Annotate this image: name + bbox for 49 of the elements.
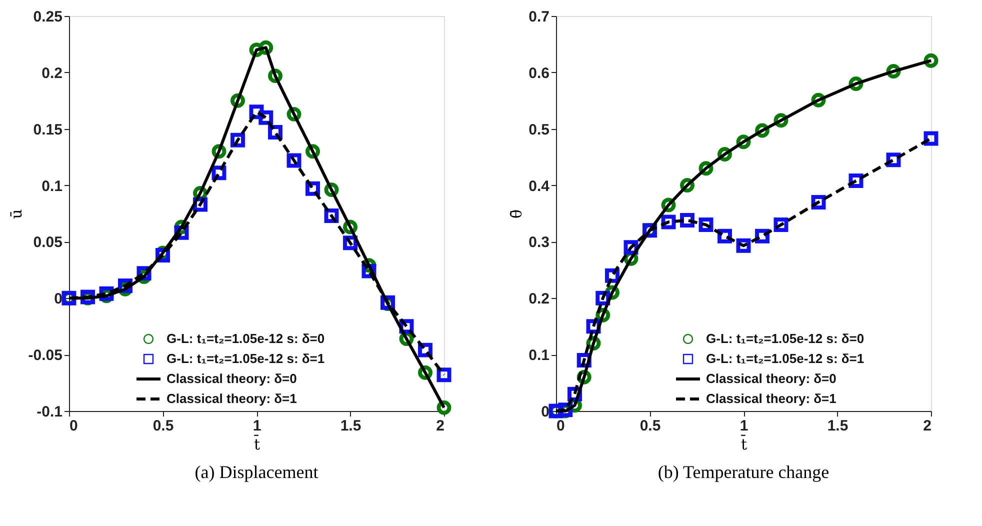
legend-label: Classical theory: δ=1 <box>166 391 297 406</box>
x-tick-label: 0 <box>70 418 78 434</box>
x-axis-title: t̄ <box>254 434 260 454</box>
point <box>436 400 452 415</box>
point <box>736 238 751 253</box>
x-tick-label: 1 <box>252 418 262 434</box>
point <box>774 218 788 232</box>
x-axis-title: t̄ <box>740 434 748 454</box>
x-tick-label: 1 <box>740 418 748 434</box>
y-tick-label: 0.1 <box>528 347 550 364</box>
legend-label: Classical theory: δ=0 <box>166 371 297 386</box>
y-tick-label: 0.1 <box>42 178 62 195</box>
y-tick-label: -0.05 <box>28 347 62 364</box>
point <box>230 132 245 148</box>
y-tick-label: -0.1 <box>36 404 62 420</box>
y-tick-label: 0.25 <box>33 8 62 26</box>
legend-label: Classical theory: δ=1 <box>706 391 836 406</box>
y-tick-label: 0.05 <box>33 234 62 252</box>
x-tick-label: 2 <box>436 418 444 434</box>
point <box>924 131 938 146</box>
point <box>924 53 938 68</box>
y-tick-label: 0.7 <box>528 8 550 26</box>
point <box>661 214 676 230</box>
legend-label: G-L: t₁=t₂=1.05e-12 s: δ=1 <box>166 351 325 366</box>
legend-label: Classical theory: δ=0 <box>706 371 836 386</box>
point <box>698 218 714 232</box>
y-tick-label: 0 <box>541 404 550 420</box>
x-tick-label: 0.5 <box>152 418 174 434</box>
y-tick-label: 0.6 <box>528 64 550 82</box>
text: (b) Temperature change <box>658 462 830 482</box>
y-tick-label: 0.3 <box>528 234 550 252</box>
y-tick-label: 0.2 <box>42 64 62 82</box>
legend-label: G-L: t₁=t₂=1.05e-12 s: δ=0 <box>706 331 864 346</box>
y-axis-title: θ̄ <box>508 209 526 219</box>
legend-label: G-L: t₁=t₂=1.05e-12 s: δ=1 <box>706 351 864 366</box>
y-tick-label: 0.5 <box>528 121 550 138</box>
x-tick-label: 2 <box>923 418 932 434</box>
x-tick-label: 0 <box>556 418 565 434</box>
y-tick-label: 0 <box>54 290 62 308</box>
text: (a) Displacement <box>194 462 318 482</box>
x-tick-label: 1.5 <box>827 418 848 434</box>
y-tick-label: 0.15 <box>33 121 62 138</box>
x-tick-label: 0.5 <box>640 418 661 434</box>
point <box>286 153 302 168</box>
legend-label: G-L: t₁=t₂=1.05e-12 s: δ=0 <box>166 331 325 346</box>
x-tick-label: 1.5 <box>340 418 362 434</box>
y-tick-label: 0.4 <box>528 178 550 195</box>
y-tick-label: 0.2 <box>528 290 550 308</box>
y-axis-title: ū <box>7 208 26 219</box>
